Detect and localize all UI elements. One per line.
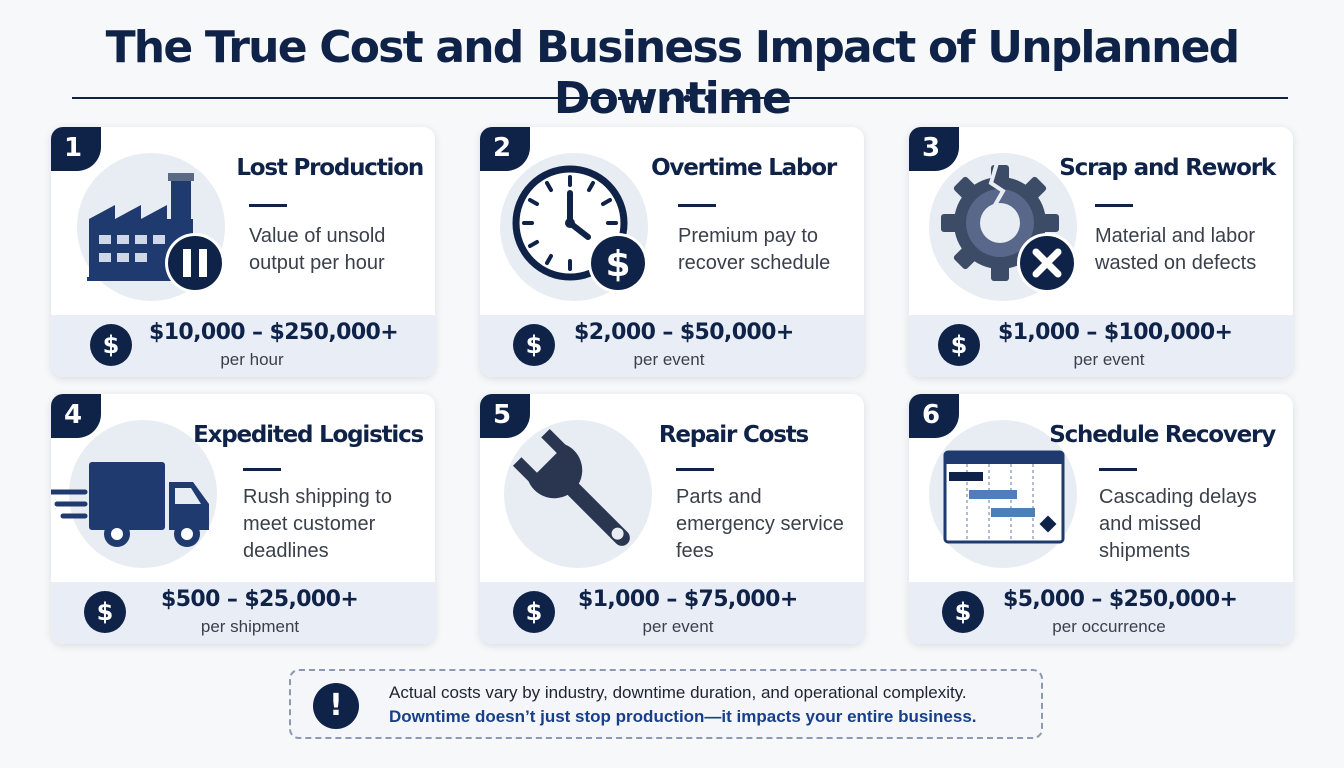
title-rule-right	[732, 97, 1288, 99]
card-description: Value of unsold output per hour	[249, 225, 386, 274]
cost-range: $2,000 – $50,000+	[574, 320, 794, 345]
card-number-badge: 1	[51, 127, 101, 171]
card-title: Expedited Logistics	[193, 422, 424, 448]
card-title-dash	[1095, 204, 1133, 207]
card-title-dash	[676, 468, 714, 471]
card-title: Repair Costs	[658, 422, 809, 448]
dollar-icon: $	[90, 324, 132, 366]
card-title-dash	[243, 468, 281, 471]
card-title: Overtime Labor	[651, 155, 837, 181]
dollar-icon: $	[84, 591, 126, 633]
speeding-truck-icon	[51, 462, 209, 547]
svg-text:$: $	[605, 244, 630, 285]
clock-dollar-icon: $	[512, 165, 648, 293]
cost-unit: per occurrence	[1052, 617, 1166, 636]
card-description: Parts and emergency service fees	[676, 486, 844, 562]
cost-unit: per event	[642, 617, 714, 636]
card-number-badge: 2	[480, 127, 530, 171]
cost-band: $ $10,000 – $250,000+ per hour	[51, 315, 435, 377]
dollar-icon: $	[942, 591, 984, 633]
cost-card-overtime-labor: 2 $ Overtime Labor P	[480, 127, 864, 377]
broken-gear-icon	[941, 162, 1077, 293]
icon-circle	[504, 420, 652, 568]
page-title: The True Cost and Business Impact of Unp…	[105, 22, 1241, 124]
disclaimer-note: ! Actual costs vary by industry, downtim…	[289, 669, 1043, 739]
card-number-badge: 6	[909, 394, 959, 438]
cost-band: $ $1,000 – $100,000+ per event	[909, 315, 1293, 377]
icon-circle	[51, 420, 217, 568]
cost-card-schedule-recovery: 6 Schedule Recovery Cascading delays and…	[909, 394, 1293, 644]
card-description: Cascading delays and missed shipments	[1099, 486, 1257, 562]
cost-band: $ $1,000 – $75,000+ per event	[480, 582, 864, 644]
cost-card-expedited-logistics: 4 Expedited Logistics Rush shipping to m…	[51, 394, 435, 644]
icon-circle: $	[500, 153, 648, 301]
card-number-badge: 4	[51, 394, 101, 438]
cost-card-scrap-and-rework: 3 Scrap and Rework Material an	[909, 127, 1293, 377]
card-number-badge: 3	[909, 127, 959, 171]
card-title-dash	[249, 204, 287, 207]
cost-unit: per hour	[220, 350, 284, 369]
cost-card-lost-production: 1 Lost Production Value of unsold output…	[51, 127, 435, 377]
card-description: Premium pay to recover schedule	[678, 225, 831, 274]
factory-paused-icon	[87, 173, 225, 293]
icon-circle	[77, 153, 225, 301]
card-title: Lost Production	[236, 155, 424, 181]
note-emphasis: Downtime doesn’t just stop production—it…	[389, 707, 977, 726]
dollar-icon: $	[513, 591, 555, 633]
card-title-dash	[1099, 468, 1137, 471]
title-rule-left	[72, 97, 612, 99]
dollar-icon: $	[938, 324, 980, 366]
card-description: Rush shipping to meet customer deadlines	[243, 486, 392, 562]
dollar-icon: $	[513, 324, 555, 366]
cost-band: $ $500 – $25,000+ per shipment	[51, 582, 435, 644]
card-title-dash	[678, 204, 716, 207]
cost-range: $10,000 – $250,000+	[149, 320, 399, 345]
card-number-badge: 5	[480, 394, 530, 438]
cost-unit: per shipment	[200, 617, 300, 636]
cost-band: $ $5,000 – $250,000+ per occurrence	[909, 582, 1293, 644]
cost-unit: per event	[1073, 350, 1145, 369]
card-title: Schedule Recovery	[1049, 422, 1276, 448]
note-text: Actual costs vary by industry, downtime …	[389, 683, 967, 702]
exclamation-icon: !	[313, 683, 359, 729]
cost-unit: per event	[633, 350, 705, 369]
cost-range: $5,000 – $250,000+	[1003, 587, 1238, 612]
icon-circle	[929, 420, 1077, 568]
cost-band: $ $2,000 – $50,000+ per event	[480, 315, 864, 377]
wrench-icon	[512, 428, 630, 546]
card-title: Scrap and Rework	[1059, 155, 1276, 181]
cost-range: $500 – $25,000+	[161, 587, 359, 612]
gantt-chart-icon	[943, 450, 1065, 544]
card-description: Material and labor wasted on defects	[1095, 225, 1257, 274]
icon-circle	[929, 153, 1077, 301]
cost-range: $1,000 – $100,000+	[998, 320, 1233, 345]
cost-range: $1,000 – $75,000+	[578, 587, 798, 612]
cost-card-repair-costs: 5 Repair Costs Parts and emergency servi…	[480, 394, 864, 644]
